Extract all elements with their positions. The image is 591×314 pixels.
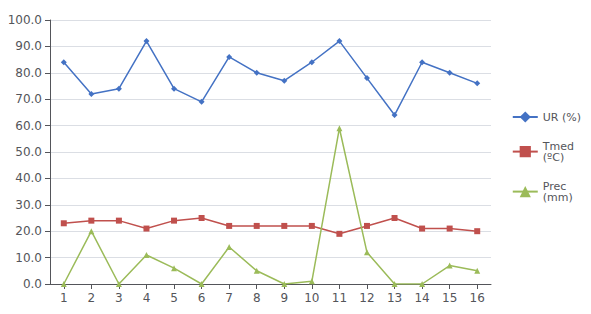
svg-text:(ºC): (ºC) [543, 151, 564, 164]
svg-text:80.0: 80.0 [15, 66, 42, 80]
svg-text:14: 14 [414, 291, 429, 305]
svg-text:(mm): (mm) [543, 191, 573, 204]
svg-text:30.0: 30.0 [15, 198, 42, 212]
svg-text:3: 3 [115, 291, 123, 305]
svg-text:0.0: 0.0 [23, 277, 42, 291]
svg-text:90.0: 90.0 [15, 39, 42, 53]
svg-text:6: 6 [198, 291, 206, 305]
svg-text:UR (%): UR (%) [543, 111, 581, 124]
svg-text:11: 11 [332, 291, 347, 305]
svg-text:Prec: Prec [542, 179, 567, 193]
svg-text:50.0: 50.0 [15, 145, 42, 159]
svg-text:20.0: 20.0 [15, 224, 42, 238]
svg-text:9: 9 [280, 291, 288, 305]
svg-text:100.0: 100.0 [8, 13, 42, 27]
svg-text:Tmed: Tmed [542, 139, 574, 153]
svg-text:10: 10 [304, 291, 319, 305]
svg-text:70.0: 70.0 [15, 92, 42, 106]
svg-text:7: 7 [225, 291, 233, 305]
svg-text:1: 1 [60, 291, 68, 305]
svg-text:13: 13 [387, 291, 402, 305]
svg-text:5: 5 [170, 291, 178, 305]
svg-text:8: 8 [253, 291, 261, 305]
svg-text:4: 4 [143, 291, 151, 305]
svg-text:10.0: 10.0 [15, 251, 42, 265]
svg-text:16: 16 [470, 291, 485, 305]
svg-text:60.0: 60.0 [15, 119, 42, 133]
svg-text:40.0: 40.0 [15, 171, 42, 185]
svg-text:12: 12 [359, 291, 374, 305]
svg-text:2: 2 [88, 291, 96, 305]
svg-text:15: 15 [442, 291, 457, 305]
